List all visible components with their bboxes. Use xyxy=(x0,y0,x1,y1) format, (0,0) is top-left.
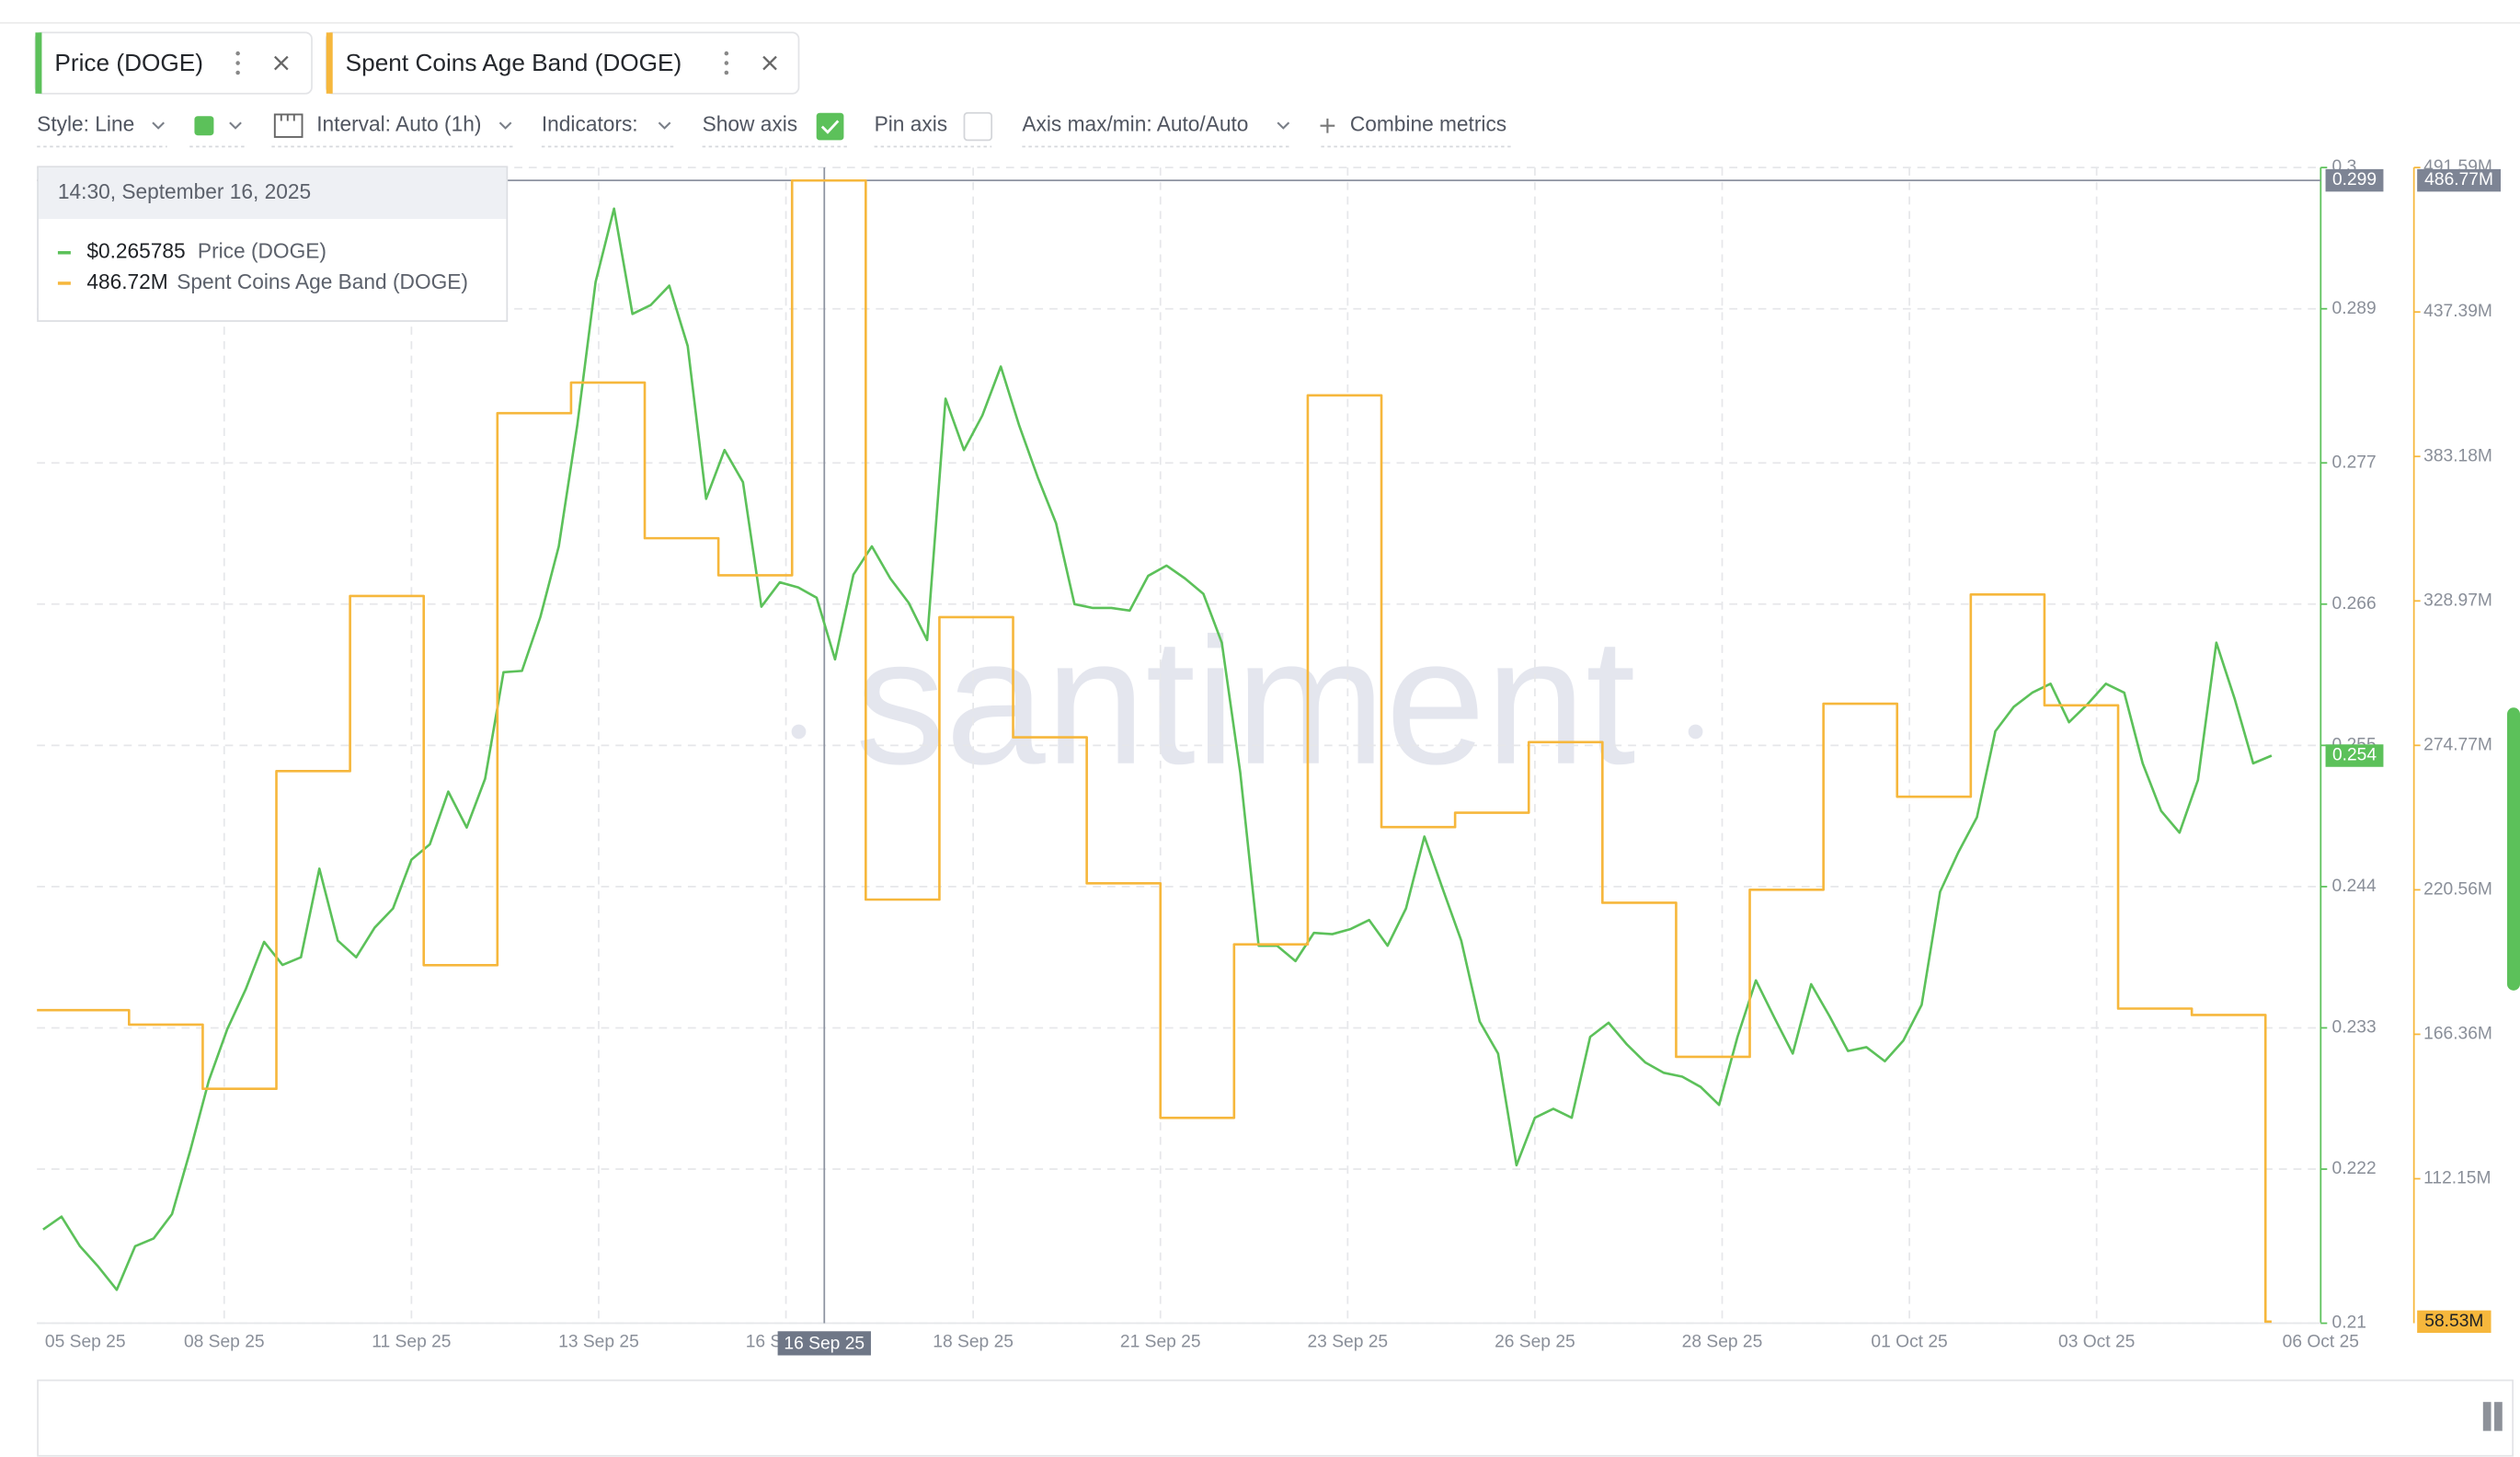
watermark: santiment xyxy=(791,602,1703,802)
tooltip-name: Price (DOGE) xyxy=(198,239,326,263)
x-tick-label: 05 Sep 25 xyxy=(45,1333,126,1352)
interval-select[interactable]: Interval: Auto (1h) xyxy=(316,112,481,136)
tab-label: Spent Coins Age Band (DOGE) xyxy=(346,49,682,76)
y2-tick-label: 383.18M xyxy=(2423,446,2492,465)
scroll-indicator[interactable] xyxy=(2507,707,2520,991)
check-icon xyxy=(820,120,840,134)
watermark-dot xyxy=(791,724,807,740)
x-tick-label: 21 Sep 25 xyxy=(1120,1333,1201,1352)
navigator-handle[interactable] xyxy=(2482,1402,2491,1431)
checkbox-checked[interactable] xyxy=(816,112,844,141)
chevron xyxy=(152,121,165,130)
x-tick-label: 08 Sep 25 xyxy=(184,1333,265,1352)
indicators-select[interactable]: Indicators: xyxy=(542,112,638,136)
tooltip-value: $0.265785 xyxy=(86,239,185,263)
tab[interactable]: Spent Coins Age Band (DOGE) xyxy=(325,31,800,95)
toolbar: Style: Line Interval: Auto (1h) Indicato… xyxy=(37,111,1515,148)
crosshair-x-label: 16 Sep 25 xyxy=(784,1334,865,1353)
navigator[interactable] xyxy=(37,1379,2514,1457)
x-tick-label: 06 Oct 25 xyxy=(2283,1333,2359,1352)
x-tick-label: 18 Sep 25 xyxy=(933,1333,1014,1352)
tooltip-header xyxy=(38,167,507,220)
plus-icon xyxy=(1320,118,1335,133)
crosshair-y2-box xyxy=(2417,168,2502,192)
y2-tick-label: 112.15M xyxy=(2423,1169,2491,1188)
crosshair-y-label: 0.299 xyxy=(2332,170,2377,189)
y-tick-label: 0.277 xyxy=(2332,453,2377,472)
y2-tick-label: 328.97M xyxy=(2423,591,2492,610)
last-value-label: 0.254 xyxy=(2332,746,2377,765)
show-axis-label[interactable]: Show axis xyxy=(703,112,797,136)
last-value-box xyxy=(2325,744,2384,767)
y2-tick-label: 166.36M xyxy=(2423,1025,2492,1044)
kebab-icon[interactable] xyxy=(724,51,729,75)
watermark-dot xyxy=(1688,724,1703,740)
crosshair-y-box xyxy=(2325,168,2384,192)
y2-tick-label: 437.39M xyxy=(2423,302,2492,321)
last-value-label: 58.53M xyxy=(2424,1312,2483,1331)
y-tick-label: 0.233 xyxy=(2332,1018,2377,1038)
pin-axis-label[interactable]: Pin axis xyxy=(875,112,947,136)
last-value-box xyxy=(2417,1310,2491,1334)
tooltip-value: 486.72M xyxy=(86,270,167,293)
close-icon[interactable] xyxy=(274,55,289,71)
tooltip: 14:30, September 16, 2025 $0.265785 Pric… xyxy=(37,166,509,322)
x-tick-label: 13 Sep 25 xyxy=(558,1333,639,1352)
tab-label: Price (DOGE) xyxy=(54,49,203,76)
interval-icon xyxy=(273,113,304,138)
tab[interactable]: Price (DOGE) xyxy=(34,31,313,95)
x-tick-label: 28 Sep 25 xyxy=(1682,1333,1763,1352)
plot xyxy=(37,167,2415,1325)
color-swatch[interactable] xyxy=(194,116,214,136)
y-tick-label: 0.222 xyxy=(2332,1159,2377,1178)
combine-metrics[interactable]: Combine metrics xyxy=(1350,112,1506,136)
chevron xyxy=(229,121,242,130)
tab-accent xyxy=(326,32,333,94)
series-line xyxy=(42,207,2273,1291)
navigator-handle[interactable] xyxy=(2494,1402,2503,1431)
y2-tick-label: 274.77M xyxy=(2423,735,2492,754)
chevron xyxy=(1277,121,1290,130)
kebab-icon[interactable] xyxy=(235,51,240,75)
x-tick-label: 26 Sep 25 xyxy=(1495,1333,1575,1352)
series-line xyxy=(37,178,2272,1324)
axis-range-select[interactable]: Axis max/min: Auto/Auto xyxy=(1022,112,1248,136)
x-tick-label: 01 Oct 25 xyxy=(1871,1333,1947,1352)
x-tick-label: 11 Sep 25 xyxy=(372,1333,451,1352)
chevron xyxy=(498,121,512,130)
crosshair-y2-label: 486.77M xyxy=(2424,170,2493,189)
x-tick-label: 23 Sep 25 xyxy=(1307,1333,1388,1352)
chevron xyxy=(658,121,671,130)
checkbox[interactable] xyxy=(963,111,993,142)
axis-labels: 0.210.2220.2330.2440.2550.2660.2770.2890… xyxy=(45,157,2502,1356)
tooltip-time: 14:30, September 16, 2025 xyxy=(58,179,311,203)
tab-accent xyxy=(35,32,42,94)
close-icon[interactable] xyxy=(762,55,777,71)
crosshair-x-box xyxy=(777,1331,871,1356)
y-tick-label: 0.266 xyxy=(2332,594,2377,614)
watermark-text: santiment xyxy=(855,602,1635,802)
y-tick-label: 0.244 xyxy=(2332,877,2377,896)
y-tick-label: 0.289 xyxy=(2332,299,2377,318)
tooltip-name: Spent Coins Age Band (DOGE) xyxy=(177,270,468,293)
y-tick-label: 0.21 xyxy=(2332,1314,2366,1333)
style-select[interactable]: Style: Line xyxy=(37,112,134,136)
y2-tick-label: 220.56M xyxy=(2423,879,2492,899)
x-tick-label: 03 Oct 25 xyxy=(2058,1333,2135,1352)
